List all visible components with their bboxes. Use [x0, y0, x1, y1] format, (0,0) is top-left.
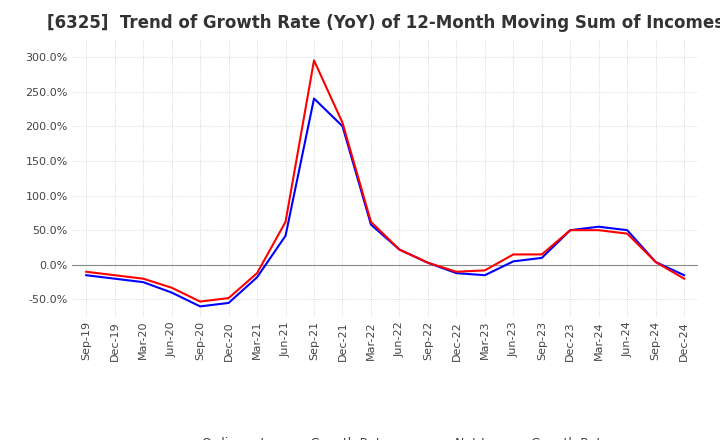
Net Income Growth Rate — [225, 295, 233, 301]
Net Income Growth Rate — [366, 219, 375, 224]
Net Income Growth Rate — [509, 252, 518, 257]
Ordinary Income Growth Rate — [366, 222, 375, 227]
Net Income Growth Rate — [196, 299, 204, 304]
Ordinary Income Growth Rate — [282, 233, 290, 238]
Net Income Growth Rate — [110, 272, 119, 278]
Net Income Growth Rate — [595, 227, 603, 233]
Net Income Growth Rate — [480, 268, 489, 273]
Ordinary Income Growth Rate — [253, 275, 261, 280]
Net Income Growth Rate — [423, 260, 432, 265]
Title: [6325]  Trend of Growth Rate (YoY) of 12-Month Moving Sum of Incomes: [6325] Trend of Growth Rate (YoY) of 12-… — [47, 15, 720, 33]
Ordinary Income Growth Rate — [680, 272, 688, 278]
Ordinary Income Growth Rate — [537, 255, 546, 260]
Ordinary Income Growth Rate — [82, 272, 91, 278]
Ordinary Income Growth Rate — [338, 124, 347, 129]
Ordinary Income Growth Rate — [167, 290, 176, 295]
Ordinary Income Growth Rate — [652, 260, 660, 265]
Ordinary Income Growth Rate — [423, 260, 432, 265]
Net Income Growth Rate — [680, 276, 688, 281]
Legend: Ordinary Income Growth Rate, Net Income Growth Rate: Ordinary Income Growth Rate, Net Income … — [156, 432, 614, 440]
Ordinary Income Growth Rate — [225, 300, 233, 305]
Ordinary Income Growth Rate — [196, 304, 204, 309]
Net Income Growth Rate — [566, 227, 575, 233]
Net Income Growth Rate — [282, 219, 290, 224]
Net Income Growth Rate — [253, 271, 261, 276]
Ordinary Income Growth Rate — [310, 96, 318, 101]
Line: Ordinary Income Growth Rate: Ordinary Income Growth Rate — [86, 99, 684, 306]
Net Income Growth Rate — [167, 285, 176, 290]
Net Income Growth Rate — [338, 120, 347, 125]
Net Income Growth Rate — [452, 269, 461, 275]
Ordinary Income Growth Rate — [110, 276, 119, 281]
Ordinary Income Growth Rate — [480, 272, 489, 278]
Line: Net Income Growth Rate: Net Income Growth Rate — [86, 60, 684, 301]
Net Income Growth Rate — [623, 231, 631, 236]
Net Income Growth Rate — [395, 247, 404, 252]
Net Income Growth Rate — [139, 276, 148, 281]
Ordinary Income Growth Rate — [566, 227, 575, 233]
Ordinary Income Growth Rate — [623, 227, 631, 233]
Ordinary Income Growth Rate — [452, 271, 461, 276]
Net Income Growth Rate — [537, 252, 546, 257]
Net Income Growth Rate — [82, 269, 91, 275]
Ordinary Income Growth Rate — [595, 224, 603, 229]
Ordinary Income Growth Rate — [509, 259, 518, 264]
Net Income Growth Rate — [310, 58, 318, 63]
Ordinary Income Growth Rate — [395, 247, 404, 252]
Net Income Growth Rate — [652, 260, 660, 265]
Ordinary Income Growth Rate — [139, 279, 148, 285]
